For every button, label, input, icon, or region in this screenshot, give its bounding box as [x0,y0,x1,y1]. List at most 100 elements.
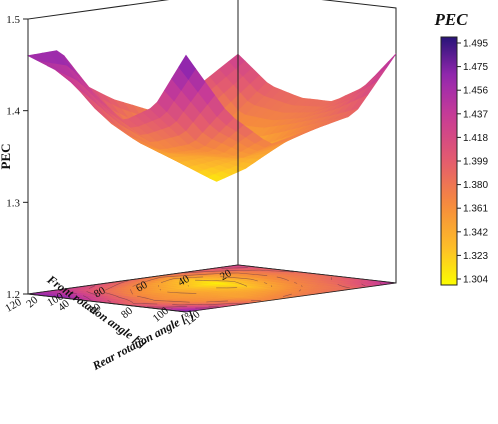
contour-line [104,289,106,291]
colorbar-tick-label: 1.399 [463,157,488,168]
contour-line [250,278,255,281]
colorbar-tick-label: 1.304 [463,275,488,286]
contour-line [151,299,155,301]
contour-line [87,297,90,300]
colorbar-tick-label: 1.380 [463,180,488,191]
colorbar-tick-label: 1.456 [463,86,488,97]
colorbar-tick-label: 1.475 [463,62,488,73]
contour-line [88,298,90,300]
contour-line [276,276,281,278]
y-tick-label: 80 [119,305,136,322]
contour-line [132,285,134,287]
contour-line [112,294,115,296]
contour-line [169,278,174,280]
contour-line [73,292,77,295]
contour-line [169,275,177,277]
contour-line [294,282,298,284]
contour-line [141,296,145,299]
contour-line [212,303,224,305]
contour-line [113,284,117,287]
contour-line [132,302,134,304]
contour-line [216,300,228,302]
surface-mesh [26,50,397,182]
colorbar-tick-label: 1.342 [463,227,488,238]
contour-line [160,281,164,283]
contour-line [342,286,347,288]
colorbar-tick-label: 1.361 [463,204,488,215]
contour-line [117,283,121,285]
contour-line [122,297,126,300]
floor-contour-map [27,264,397,313]
contour-line [148,298,150,300]
contour-line [184,272,195,274]
contour-line [142,281,145,283]
contour-line [124,280,129,283]
contour-line [88,287,91,289]
contour-line [91,293,95,295]
contour-line [146,279,152,282]
contour-line [244,278,251,280]
contour-line [243,273,250,275]
contour-line [152,278,156,280]
contour-line [287,293,292,296]
contour-line [130,300,133,303]
contour-line [238,272,244,274]
y-tick-label: 20 [24,294,41,311]
contour-line [172,278,181,280]
contour-line [264,282,268,284]
colorbar-tick-label: 1.437 [463,109,488,120]
contour-line [88,292,92,294]
colorbar-tick-label: 1.495 [463,39,488,50]
contour-line [105,288,108,291]
contour-line [254,279,258,282]
contour-line [125,298,129,301]
rear-axis-line [27,293,187,313]
contour-line [379,282,381,284]
contour-line [107,287,110,290]
contour-line [164,279,169,282]
contour-line [162,281,165,283]
contour-line [339,285,343,287]
colorbar-title: PEC [433,10,468,29]
contour-line [139,282,144,284]
z-tick-label: 1.5 [6,14,20,26]
z-tick-label: 1.4 [6,106,20,118]
contour-line [91,285,95,288]
contour-line [133,284,136,287]
colorbar-tick-label: 1.323 [463,251,488,262]
contour-line [239,283,243,285]
contour-line [361,283,363,285]
contour-line [179,275,190,277]
contour-line [135,283,139,286]
contour-line [130,290,132,292]
z-axis-label: PEC [0,144,13,170]
contour-line [255,274,262,276]
contour-line [346,286,351,289]
z-tick-label: 1.2 [6,289,20,301]
contour-line [89,299,91,301]
contour-line [68,290,70,292]
contour-line [301,285,303,287]
contour-line [144,297,149,299]
contour-line [110,285,114,288]
contour-line [95,294,98,296]
contour-line [109,301,112,303]
contour-line [86,290,89,293]
contour-line [299,289,301,292]
contour-line [238,277,245,279]
contour-line [206,301,214,303]
contour-line [108,293,112,295]
contour-line [70,291,74,294]
contour-line [160,276,170,278]
contour-line [233,281,237,283]
contour-line [244,285,248,287]
contour-line [107,300,110,302]
contour-line [286,279,289,281]
contour-line [261,274,268,276]
contour-line [82,295,86,297]
contour-line [167,291,174,293]
contour-line [249,273,256,275]
contour-line [127,299,131,302]
contour-line [194,271,204,273]
